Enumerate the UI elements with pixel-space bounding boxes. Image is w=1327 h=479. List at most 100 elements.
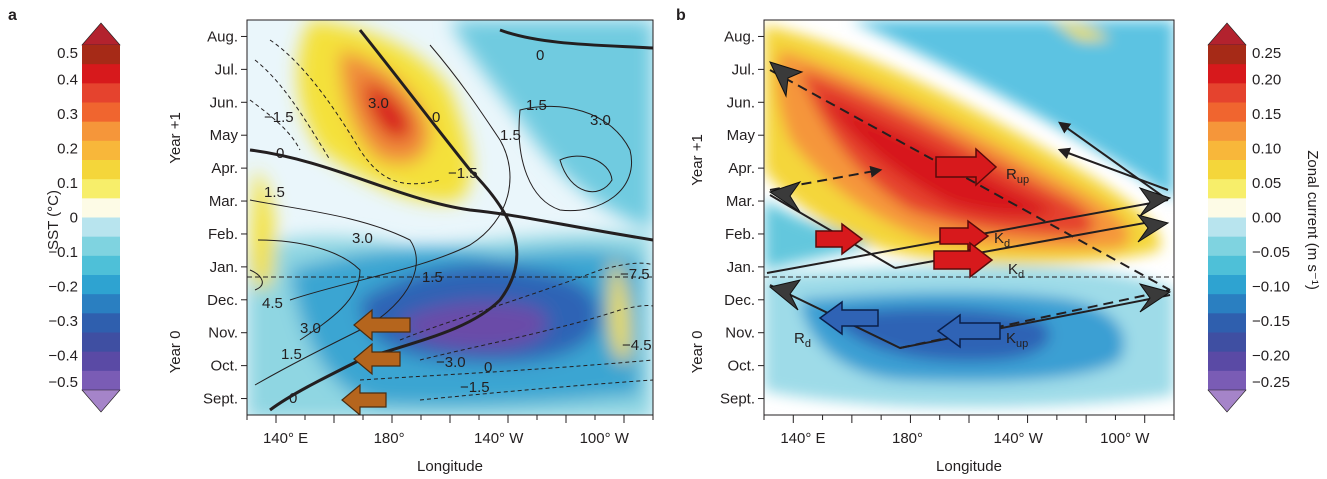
current-east-cool xyxy=(850,20,1174,200)
sst-colorbar: 0.5 0.4 0.3 0.2 0.1 0 −0.1 −0.2 −0.3 −0.4 −0.5 xyxy=(48,22,121,413)
y-tick-label: Dec. xyxy=(207,292,238,309)
brown-arrow-icon xyxy=(341,383,387,415)
colorbar-swatch xyxy=(82,332,120,353)
blue-arrow-icon xyxy=(818,300,879,336)
colorbar-tick-label: 0.05 xyxy=(1252,175,1281,192)
contour-label: −4.5 xyxy=(622,337,652,354)
y-tick-label: Feb. xyxy=(725,226,755,243)
colorbar-tick-label: 0.1 xyxy=(57,175,78,192)
colorbar-tick-label: 0.20 xyxy=(1252,72,1281,89)
red-arrow-icon xyxy=(935,147,998,187)
positive-contour xyxy=(518,105,632,212)
colorbar-top-triangle xyxy=(1207,22,1247,46)
zero-contour xyxy=(269,29,519,412)
positive-contour xyxy=(289,44,511,301)
y-tick-label: Jan. xyxy=(210,259,238,276)
y-tick-label: Mar. xyxy=(209,193,238,210)
x-tick-label: 100° W xyxy=(1100,430,1150,447)
contour-label: 3.0 xyxy=(352,230,373,247)
x-tick-label: 180° xyxy=(374,430,405,447)
colorbar-swatch xyxy=(82,83,120,103)
arrowhead-icon xyxy=(1138,187,1172,217)
positive-contour xyxy=(559,155,613,193)
y-tick-label: Nov. xyxy=(725,325,755,342)
arrowhead-icon xyxy=(768,279,802,311)
colorbar-swatch xyxy=(82,370,120,391)
zero-contour xyxy=(249,148,653,242)
contour-label: −1.5 xyxy=(460,379,490,396)
contour-label: 1.5 xyxy=(422,269,443,286)
colorbar-swatch xyxy=(1208,83,1246,103)
wave-path-line xyxy=(1058,121,1169,201)
contour-label: −7.5 xyxy=(620,266,650,283)
y-tick-label: Oct. xyxy=(210,358,238,375)
contour-label: 1.5 xyxy=(500,127,521,144)
y-tick-label: Jul. xyxy=(732,61,755,78)
sst-peak-cool xyxy=(400,301,548,350)
contour-label: 3.0 xyxy=(368,95,389,112)
y-tick-label: Mar. xyxy=(726,193,755,210)
year-plus-one-label: Year +1 xyxy=(689,134,706,186)
sst-arrows xyxy=(341,308,411,415)
colorbar-swatch xyxy=(1208,160,1246,180)
colorbar-swatch xyxy=(1208,255,1246,276)
arrowhead-icon xyxy=(1138,283,1172,313)
colorbar-swatch xyxy=(82,294,120,314)
colorbar-swatch xyxy=(82,45,120,65)
colorbar-tick-label: 0.4 xyxy=(57,72,78,89)
current-field: Rup Kd Kd Rd Kup xyxy=(764,20,1174,415)
colorbar-swatch xyxy=(1208,236,1246,257)
colorbar-tick-label: −0.20 xyxy=(1252,348,1290,365)
contour-labels: 0 0 0 0 0 1.5 1.5 1.5 1.5 1.5 3.0 3.0 3.… xyxy=(262,47,652,407)
colorbar-tick-label: 0 xyxy=(70,210,78,227)
y-tick-label: May xyxy=(727,127,756,144)
colorbar-swatch xyxy=(1208,102,1246,123)
contour-label: −3.0 xyxy=(436,354,466,371)
colorbar-swatch xyxy=(1208,217,1246,238)
y-tick-label: Apr. xyxy=(211,160,238,177)
colorbar-tick-label: −0.3 xyxy=(48,313,78,330)
colorbar-swatch xyxy=(1208,64,1246,84)
colorbar-tick-label: 0.2 xyxy=(57,141,78,158)
contour-label: −1.5 xyxy=(264,109,294,126)
x-tick-label: 140° E xyxy=(780,430,825,447)
colorbar-swatch xyxy=(82,313,120,333)
panel-b-letter: b xyxy=(676,7,686,24)
colorbar-swatch xyxy=(1208,332,1246,353)
y-tick-label: Feb. xyxy=(208,226,238,243)
positive-contour xyxy=(249,269,263,291)
sst-east-warm xyxy=(609,260,630,362)
year-plus-one-label: Year +1 xyxy=(167,112,184,164)
current-peak-warm xyxy=(820,95,1055,217)
colorbar-swatch xyxy=(82,102,120,123)
y-tick-label: Oct. xyxy=(727,358,755,375)
sst-x-axis-label: Longitude xyxy=(417,458,483,475)
colorbar-swatch xyxy=(1208,313,1246,333)
y-tick-label: Jul. xyxy=(215,61,238,78)
wave-label-k-d: Kd xyxy=(994,230,1010,250)
contour-label: 1.5 xyxy=(281,346,302,363)
arrowhead-icon xyxy=(769,61,804,98)
colorbar-tick-label: 0.3 xyxy=(57,106,78,123)
blue-arrow-icon xyxy=(936,313,1001,349)
x-tick-label: 140° E xyxy=(263,430,308,447)
contour-label: 4.5 xyxy=(262,295,283,312)
contour-label: 3.0 xyxy=(300,320,321,337)
negative-contour xyxy=(419,379,653,401)
colorbar-swatch xyxy=(1208,275,1246,295)
wave-labels: Rup Kd Kd Rd Kup xyxy=(794,166,1029,350)
colorbar-tick-label: 0.10 xyxy=(1252,141,1281,158)
current-small-warm xyxy=(1050,20,1110,40)
current-colorbar-label: Zonal current (m s⁻¹) xyxy=(1304,150,1321,290)
colorbar-tick-label: −0.2 xyxy=(48,279,78,296)
colorbar-swatch xyxy=(82,140,120,161)
y-tick-label: Nov. xyxy=(208,325,238,342)
year-zero-label: Year 0 xyxy=(689,331,706,374)
colorbar-tick-label: −0.10 xyxy=(1252,279,1290,296)
contour-label: 3.0 xyxy=(590,112,611,129)
colorbar-tick-label: −0.5 xyxy=(48,374,78,391)
colorbar-tick-label: −0.4 xyxy=(48,348,78,365)
current-axes: Aug. Jul. Jun. May Apr. Mar. Feb. Jan. Dec. Nov. O… xyxy=(720,28,1175,447)
x-tick-label: 140° W xyxy=(474,430,524,447)
